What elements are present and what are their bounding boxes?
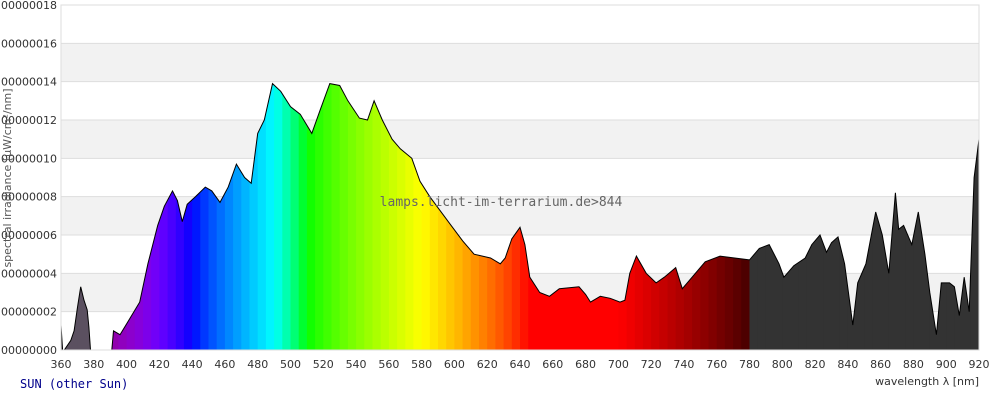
spectrum-strip [257, 83, 267, 350]
x-tick-label: 840 [837, 358, 858, 371]
spectrum-strip [224, 83, 234, 350]
spectrum-strip [192, 83, 201, 350]
x-tick-label: 900 [936, 358, 957, 371]
x-tick-label: 440 [182, 358, 203, 371]
spectrum-strip [347, 83, 357, 350]
spectrum-strip [290, 83, 300, 350]
spectrum-strip [380, 83, 390, 350]
spectrum-strip [364, 83, 374, 350]
x-tick-label: 420 [149, 358, 170, 371]
spectrum-strip [397, 83, 406, 350]
spectrum-strip [249, 83, 259, 350]
x-tick-label: 860 [870, 358, 891, 371]
x-tick-label: 820 [805, 358, 826, 371]
x-tick-label: 560 [378, 358, 399, 371]
x-tick-label: 680 [575, 358, 596, 371]
y-tick-label: 0.00000012 [0, 114, 57, 127]
x-tick-label: 720 [641, 358, 662, 371]
x-tick-label: 780 [739, 358, 760, 371]
x-tick-label: 500 [280, 358, 301, 371]
spectrum-strip [265, 83, 275, 350]
spectrum-strip [167, 83, 177, 350]
spectrum-strip [323, 83, 333, 350]
grid-band [61, 120, 979, 159]
spectrum-strip [438, 83, 447, 350]
x-tick-label: 400 [116, 358, 137, 371]
spectrum-strip [356, 83, 365, 350]
x-tick-label: 740 [673, 358, 694, 371]
y-tick-label: 0.00000014 [0, 76, 57, 89]
spectrum-strip [282, 83, 292, 350]
x-tick-label: 360 [51, 358, 72, 371]
spectrum-strip [274, 83, 283, 350]
x-tick-label: 800 [772, 358, 793, 371]
watermark: lamps.licht-im-terrarium.de>844 [380, 195, 623, 210]
spectrum-strip [413, 83, 423, 350]
spectrum-strip [200, 83, 210, 350]
spectrum-strip [175, 83, 185, 350]
grid-band [61, 158, 979, 197]
spectrum-outline [60, 82, 980, 351]
spectrum-strip [241, 83, 251, 350]
plot-frame [60, 4, 980, 351]
x-tick-label: 920 [969, 358, 990, 371]
spectrum-strip [233, 83, 242, 350]
spectrum-strip [331, 83, 341, 350]
x-tick-label: 480 [247, 358, 268, 371]
grid-band [61, 43, 979, 82]
x-tick-label: 640 [510, 358, 531, 371]
x-tick-label: 880 [903, 358, 924, 371]
x-tick-label: 460 [214, 358, 235, 371]
spectrum-strip [405, 83, 415, 350]
x-axis-label: wavelength λ [nm] [875, 375, 979, 388]
x-tick-label: 520 [313, 358, 334, 371]
y-tick-label: 0.00000000 [0, 344, 57, 357]
grid-band [61, 81, 979, 120]
spectrum-strip [306, 83, 316, 350]
y-tick-label: 0.00000016 [0, 37, 57, 50]
x-tick-label: 760 [706, 358, 727, 371]
y-axis-label: spectral irradiance [µW/cm²/nm] [1, 88, 14, 267]
spectrum-strip [429, 83, 439, 350]
spectrum-strip [339, 83, 349, 350]
spectrum-strip [216, 83, 226, 350]
x-tick-label: 620 [477, 358, 498, 371]
y-tick-label: 0.00000008 [0, 191, 57, 204]
x-tick-label: 700 [608, 358, 629, 371]
y-tick-label: 0.00000006 [0, 229, 57, 242]
y-tick-label: 0.00000002 [0, 306, 57, 319]
lamp-name: SUN (other Sun) [20, 377, 129, 391]
spectrum-strip [372, 83, 382, 350]
spectrum-strip [421, 83, 431, 350]
spectrum-strip [159, 83, 169, 350]
spectrum-strip [298, 83, 308, 350]
spectrum-strip [315, 83, 324, 350]
y-tick-label: 0.00000018 [0, 0, 57, 12]
spectrum-strip [970, 83, 979, 350]
spectrum-strip [388, 83, 398, 350]
y-tick-label: 0.00000004 [0, 267, 57, 280]
spectrum-strip [208, 83, 218, 350]
x-tick-label: 380 [83, 358, 104, 371]
x-tick-label: 600 [444, 358, 465, 371]
x-tick-label: 660 [542, 358, 563, 371]
x-tick-label: 540 [346, 358, 367, 371]
grid-band [61, 5, 979, 44]
spectrum-strip [183, 83, 193, 350]
y-tick-label: 0.00000010 [0, 152, 57, 165]
x-tick-label: 580 [411, 358, 432, 371]
